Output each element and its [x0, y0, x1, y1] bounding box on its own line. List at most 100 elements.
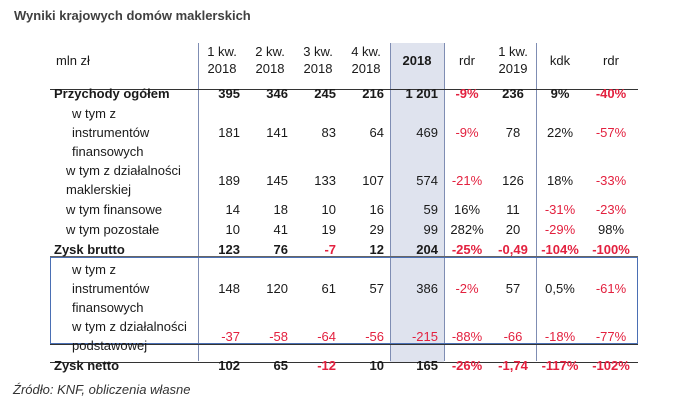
table-title: Wyniki krajowych domów maklerskich	[14, 8, 251, 23]
table-cell: 245	[314, 85, 336, 101]
table-cell: -23%	[595, 201, 627, 217]
column-divider	[444, 43, 445, 361]
table-cell: -29%	[544, 221, 576, 237]
table-cell: 11	[506, 201, 520, 217]
row-label-text: w tym pozostałe	[66, 221, 160, 237]
table-cell: 126	[502, 172, 524, 188]
table-cell: 57	[369, 280, 384, 296]
table-cell: -40%	[595, 85, 627, 101]
table-cell: -7	[324, 241, 336, 257]
table-cell: -66	[503, 328, 523, 344]
row-label: w tym z instrumentów finansowych	[50, 259, 198, 317]
table-cell: 386	[416, 280, 438, 296]
row-label-text: Zysk netto	[54, 357, 120, 373]
table-cell: 346	[266, 85, 288, 101]
table-cell: 133	[314, 172, 336, 188]
table-row: w tym finansowe 14 18 10 16 59 16% 11 -31% -23%	[50, 199, 638, 219]
table-cell: -0,49	[498, 241, 528, 257]
header-cell: 2018	[402, 52, 432, 68]
row-label: w tym finansowe	[50, 199, 198, 219]
results-table: mln zł 1 kw. 2018 2 kw. 2018 3 kw. 2018 4 kw…	[50, 37, 638, 375]
table-cell: 574	[416, 172, 438, 188]
table-cell: 145	[266, 172, 288, 188]
row-label: w tym z instrumentów finansowych	[50, 103, 198, 161]
table-row: w tym z instrumentów finansowych 148 120 61…	[50, 259, 638, 317]
table-cell: -21%	[451, 172, 483, 188]
table-cell: 41	[273, 221, 288, 237]
table-cell: 148	[218, 280, 240, 296]
header-cell: rdr	[459, 52, 475, 68]
row-label-text: w tym finansowe	[66, 201, 163, 217]
table-cell: -25%	[451, 241, 483, 257]
row-label: w tym z działalności maklerskiej	[50, 161, 198, 199]
row-label-text: w tym z instrumentów finansowych	[72, 261, 150, 315]
table-cell: 395	[218, 85, 240, 101]
table-row: Zysk netto 102 65 -12 10 165 -26% -1,74 -117% -10…	[50, 355, 638, 375]
table-row: w tym z instrumentów finansowych 181 141 83…	[50, 103, 638, 161]
table-cell: 189	[218, 172, 240, 188]
header-rule	[50, 89, 638, 90]
table-cell: 19	[321, 221, 336, 237]
row-label: w tym z działalności podstawowej	[50, 317, 198, 355]
bottom-rule	[50, 362, 638, 363]
table-cell: 14	[225, 201, 240, 217]
table-cell: 57	[505, 280, 521, 296]
table-cell: 18	[273, 201, 288, 217]
table-cell: 204	[416, 241, 438, 257]
table-cell: 469	[416, 124, 438, 140]
row-rule	[50, 256, 638, 257]
row-label-text: w tym z działalności maklerskiej	[66, 163, 181, 197]
table-cell: 83	[321, 124, 336, 140]
table-cell: -56	[365, 328, 384, 344]
header-cell: 3 kw. 2018	[303, 44, 333, 76]
table-cell: -57%	[595, 124, 627, 140]
table-cell: 181	[218, 124, 240, 140]
table-cell: 18%	[546, 172, 574, 188]
table-cell: -77%	[595, 328, 627, 344]
table-header-row: mln zł 1 kw. 2018 2 kw. 2018 3 kw. 2018 4 kw…	[50, 37, 638, 83]
header-cell: 1 kw. 2019	[498, 44, 528, 76]
table-cell: 59	[423, 201, 438, 217]
table-cell: 216	[362, 85, 384, 101]
table-cell: -9%	[455, 124, 479, 140]
source-note: Źródło: KNF, obliczenia własne	[13, 382, 191, 397]
column-divider	[198, 43, 199, 361]
header-cell: 2 kw. 2018	[255, 44, 285, 76]
table-cell: -58	[269, 328, 288, 344]
table-cell: 0,5%	[545, 280, 575, 296]
table-cell: -104%	[541, 241, 579, 257]
table-cell: 29	[369, 221, 384, 237]
table-cell: -26%	[451, 357, 483, 373]
column-divider	[536, 43, 537, 361]
row-label-text: w tym z działalności podstawowej	[72, 319, 187, 353]
row-label-text: w tym z instrumentów finansowych	[72, 105, 150, 159]
table-cell: -1,74	[498, 357, 528, 373]
box-right	[637, 257, 638, 344]
table-cell: 107	[362, 172, 384, 188]
table-cell: 102	[218, 357, 240, 373]
table-cell: -2%	[455, 280, 479, 296]
row-label-text: Przychody ogółem	[54, 85, 170, 101]
row-label-text: Zysk brutto	[54, 241, 125, 257]
table-cell: -33%	[595, 172, 627, 188]
row-label: Zysk netto	[50, 355, 198, 375]
row-label: Zysk brutto	[50, 239, 198, 259]
row-label: Przychody ogółem	[50, 83, 198, 103]
results-table-frame: mln zł 1 kw. 2018 2 kw. 2018 3 kw. 2018 4 kw…	[50, 37, 638, 373]
row-rule	[50, 344, 638, 345]
header-cell: 4 kw. 2018	[351, 44, 381, 76]
table-cell: 9%	[550, 85, 570, 101]
table-cell: -117%	[541, 357, 579, 373]
table-row: w tym z działalności maklerskiej 189 145 13…	[50, 161, 638, 199]
column-divider	[390, 43, 391, 361]
table-cell: 16%	[453, 201, 481, 217]
table-cell: 65	[273, 357, 288, 373]
table-cell: 98%	[597, 221, 625, 237]
table-cell: -61%	[595, 280, 627, 296]
table-cell: -88%	[451, 328, 483, 344]
table-cell: 99	[423, 221, 438, 237]
table-cell: -9%	[455, 85, 479, 101]
table-cell: 141	[266, 124, 288, 140]
table-cell: 282%	[450, 221, 484, 237]
table-cell: -31%	[544, 201, 576, 217]
